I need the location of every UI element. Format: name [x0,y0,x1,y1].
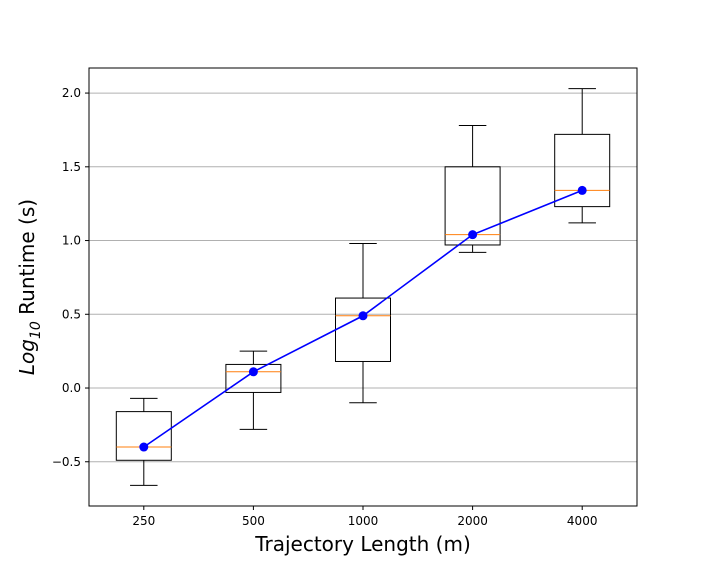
series-point [468,230,478,240]
x-axis-label: Trajectory Length (m) [254,532,471,556]
y-axis-label: Log10 Runtime (s) [15,199,44,375]
x-tick-label: 500 [242,514,265,528]
box-2000 [444,125,501,253]
y-axis-label-subscript: 10 [28,321,44,339]
box-plots [115,88,611,486]
box-500 [225,350,282,430]
mean-line-series [139,185,587,452]
y-axis-label-base: Log [15,339,39,375]
box-250 [115,397,172,486]
series-point [248,367,258,377]
x-tick-label: 2000 [457,514,488,528]
box-4000 [554,88,611,224]
series-point [139,442,149,452]
x-tick-label: 250 [132,514,155,528]
y-tick-label: 1.0 [62,234,81,248]
x-tick-label: 4000 [567,514,598,528]
series-point [358,311,368,321]
x-tick-label: 1000 [348,514,379,528]
y-tick-label: −0.5 [52,455,81,469]
y-tick-label: 2.0 [62,86,81,100]
box-iqr [225,363,282,393]
box-iqr [444,166,501,246]
y-tick-label: 0.0 [62,381,81,395]
box-1000 [335,242,391,404]
y-tick-label: 1.5 [62,160,81,174]
series-point [577,185,587,195]
x-axis-ticks: 250 500 1000 2000 4000 [132,506,597,528]
y-axis-label-rest: Runtime (s) [15,199,39,321]
box-iqr [335,297,391,362]
box-iqr [115,411,172,461]
y-axis-ticks: −0.5 0.0 0.5 1.0 1.5 2.0 [52,86,89,469]
box-iqr [554,133,611,208]
y-tick-label: 0.5 [62,307,81,321]
